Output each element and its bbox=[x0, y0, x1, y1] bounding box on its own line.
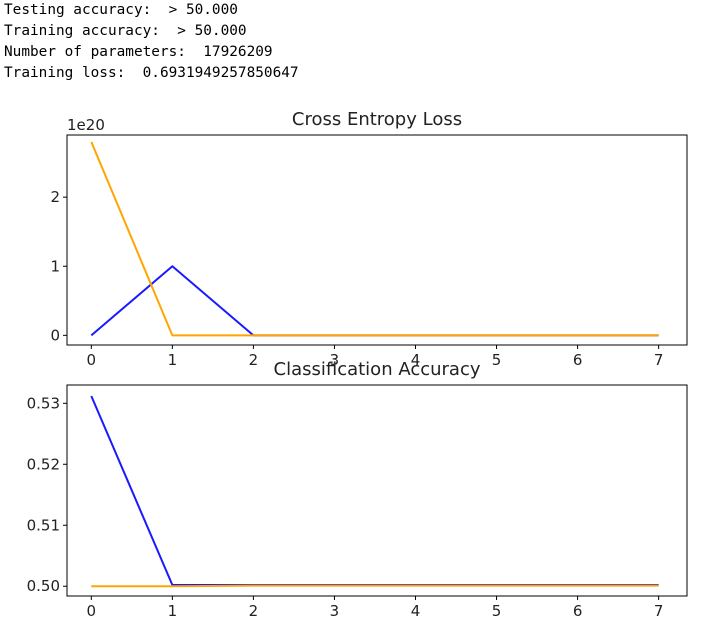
training-accuracy-line: Training accuracy: > 50.000 bbox=[4, 23, 247, 39]
accuracy-x-tick-label: 0 bbox=[87, 602, 97, 620]
loss-offset-text: 1e20 bbox=[67, 116, 105, 134]
loss-x-tick-label: 7 bbox=[654, 351, 664, 369]
loss-y-tick-label: 2 bbox=[50, 188, 60, 206]
accuracy-x-tick-label: 4 bbox=[411, 602, 421, 620]
accuracy-y-tick-label: 0.51 bbox=[27, 516, 60, 534]
accuracy-x-tick-label: 6 bbox=[573, 602, 583, 620]
accuracy-y-tick-label: 0.52 bbox=[27, 455, 60, 473]
accuracy-y-tick-label: 0.53 bbox=[27, 394, 60, 412]
training-loss-line: Training loss: 0.6931949257850647 bbox=[4, 65, 299, 81]
accuracy-x-tick-label: 7 bbox=[654, 602, 664, 620]
loss-y-tick-label: 0 bbox=[50, 326, 60, 344]
accuracy-x-tick-label: 5 bbox=[492, 602, 502, 620]
loss-axes-frame bbox=[66, 134, 688, 346]
accuracy-axes-frame bbox=[66, 384, 688, 597]
loss-chart-title: Cross Entropy Loss bbox=[292, 109, 462, 130]
accuracy-series-1-line bbox=[90, 395, 659, 587]
loss-x-tick-label: 2 bbox=[249, 351, 259, 369]
accuracy-series-2-line bbox=[91, 584, 659, 588]
loss-x-tick-label: 3 bbox=[330, 351, 340, 369]
loss-x-tick-label: 6 bbox=[573, 351, 583, 369]
loss-x-tick-label: 4 bbox=[411, 351, 421, 369]
testing-accuracy-line: Testing accuracy: > 50.000 bbox=[4, 2, 238, 18]
loss-x-tick-label: 0 bbox=[87, 351, 97, 369]
accuracy-y-tick-label: 0.50 bbox=[27, 577, 60, 595]
accuracy-x-tick-label: 3 bbox=[330, 602, 340, 620]
loss-y-tick-label: 1 bbox=[50, 257, 60, 275]
console-output: Testing accuracy: > 50.000 Training accu… bbox=[4, 0, 299, 84]
accuracy-chart-title: Classification Accuracy bbox=[274, 359, 481, 380]
accuracy-x-tick-label: 1 bbox=[168, 602, 178, 620]
loss-x-tick-label: 5 bbox=[492, 351, 502, 369]
loss-series-1-line bbox=[90, 265, 659, 337]
accuracy-x-tick-label: 2 bbox=[249, 602, 259, 620]
parameter-count-line: Number of parameters: 17926209 bbox=[4, 44, 273, 60]
loss-series-2-line bbox=[90, 141, 659, 337]
loss-x-tick-label: 1 bbox=[168, 351, 178, 369]
